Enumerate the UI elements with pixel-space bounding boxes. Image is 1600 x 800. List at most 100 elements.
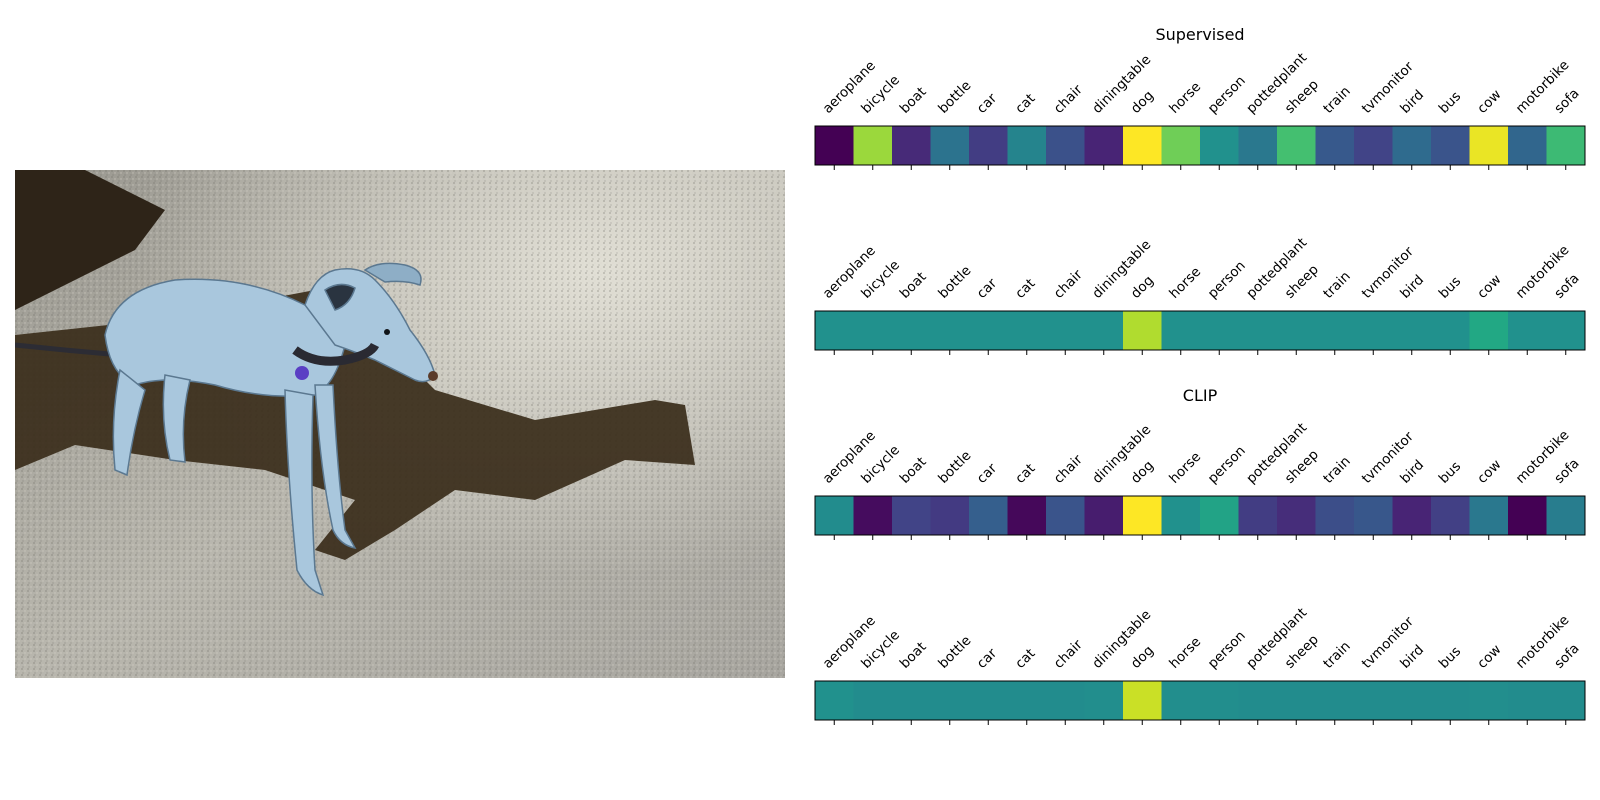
x-tick-label: sofa [1551, 270, 1582, 301]
heatmap-cell-bus [1431, 496, 1470, 535]
heatmap-cell-cow [1469, 496, 1509, 535]
heatmap-cell-person [1200, 496, 1239, 535]
heatmap-cell-train [1315, 311, 1355, 350]
heatmap-cell-sheep [1277, 126, 1316, 165]
heatmap-cell-train [1315, 126, 1355, 165]
heatmap-cell-person [1200, 681, 1239, 720]
heatmap-cell-bottle [930, 496, 970, 535]
heatmap-cell-bus [1431, 681, 1470, 720]
x-tick-label: dog [1128, 458, 1157, 487]
heatmap-cell-pottedplant [1238, 681, 1278, 720]
x-tick-label: bus [1436, 273, 1464, 301]
heatmap-cell-diningtable [1084, 496, 1124, 535]
x-tick-label: cat [1012, 276, 1038, 302]
heatmap-cell-bicycle [853, 126, 893, 165]
x-tick-label: bus [1436, 88, 1464, 116]
heatmap-cell-boat [892, 126, 931, 165]
x-tick-label: cat [1012, 91, 1038, 117]
heatmap-cell-sofa [1546, 126, 1586, 165]
heatmap-cell-pottedplant [1238, 311, 1278, 350]
heatmap-cell-car [969, 126, 1008, 165]
x-tick-label: person [1205, 443, 1249, 487]
x-tick-label: horse [1166, 79, 1204, 117]
dog-photo [15, 170, 785, 678]
heatmap-frame [814, 680, 1586, 721]
heatmap-cell-bird [1392, 681, 1432, 720]
heatmap-cell-train [1315, 496, 1355, 535]
heatmap-cell-car [969, 496, 1008, 535]
heatmap-cell-motorbike [1508, 681, 1547, 720]
heatmap-cell-sheep [1277, 311, 1316, 350]
heatmap-cell-motorbike [1508, 311, 1547, 350]
heatmap-cell-boat [892, 496, 931, 535]
x-tick-label: train [1320, 268, 1354, 302]
x-tick-label: car [974, 645, 1001, 672]
heatmap-cell-car [969, 681, 1008, 720]
heatmap-cell-sofa [1546, 311, 1586, 350]
x-tick-label: cow [1474, 272, 1504, 302]
x-tick-label: boat [897, 84, 930, 117]
heatmap-cell-cow [1469, 126, 1509, 165]
heatmap-cell-tvmonitor [1354, 126, 1393, 165]
heatmap-cell-chair [1046, 496, 1085, 535]
heatmap-cell-tvmonitor [1354, 496, 1393, 535]
x-tick-label: train [1320, 453, 1354, 487]
heatmap-cell-bottle [930, 681, 970, 720]
x-tick-label: boat [897, 454, 930, 487]
x-tick-label: boat [897, 269, 930, 302]
heatmap-cell-sheep [1277, 496, 1316, 535]
heatmap-cell-cat [1007, 496, 1047, 535]
heatmap-cell-pottedplant [1238, 126, 1278, 165]
x-tick-label: bottle [935, 78, 974, 117]
x-tick-label: train [1320, 83, 1354, 117]
heatmap-cell-dog [1123, 681, 1162, 720]
heatmap-cell-car [969, 311, 1008, 350]
heatmap-cell-bicycle [853, 496, 893, 535]
x-tick-label: cow [1474, 642, 1504, 672]
heatmap-cell-tvmonitor [1354, 681, 1393, 720]
supervised-panel-title: Supervised [1155, 25, 1245, 44]
heatmap-cell-cat [1007, 311, 1047, 350]
x-tick-label: train [1320, 638, 1354, 672]
x-tick-label: bottle [935, 633, 974, 672]
heatmap-cell-bird [1392, 126, 1432, 165]
heatmap-cell-bicycle [853, 681, 893, 720]
heatmap-frame [814, 310, 1586, 351]
heatmap-cell-horse [1161, 126, 1201, 165]
x-tick-label: chair [1051, 451, 1086, 486]
greyhound-dog-photo-illustration [15, 170, 785, 678]
heatmap-cell-cat [1007, 681, 1047, 720]
x-tick-label: bird [1397, 87, 1427, 117]
x-tick-label: horse [1166, 264, 1204, 302]
heatmap-cell-aeroplane [815, 496, 854, 535]
heatmap-cell-bottle [930, 126, 970, 165]
heatmap-cell-motorbike [1508, 126, 1547, 165]
x-tick-label: horse [1166, 634, 1204, 672]
x-tick-label: cow [1474, 457, 1504, 487]
heatmap-cell-horse [1161, 311, 1201, 350]
x-tick-label: person [1205, 258, 1249, 302]
x-tick-label: car [974, 460, 1001, 487]
x-tick-label: car [974, 275, 1001, 302]
heatmap-cell-person [1200, 126, 1239, 165]
heatmap-cell-diningtable [1084, 311, 1124, 350]
x-tick-label: boat [897, 639, 930, 672]
x-tick-label: horse [1166, 449, 1204, 487]
heatmap-cell-boat [892, 681, 931, 720]
x-tick-label: chair [1051, 266, 1086, 301]
heatmap-cell-cow [1469, 311, 1509, 350]
heatmap-cell-person [1200, 311, 1239, 350]
heatmap-cell-bottle [930, 311, 970, 350]
heatmap-cell-diningtable [1084, 681, 1124, 720]
x-tick-label: sofa [1551, 640, 1582, 671]
x-tick-label: cat [1012, 461, 1038, 487]
heatmap-cell-aeroplane [815, 126, 854, 165]
heatmap-cell-sofa [1546, 496, 1586, 535]
x-tick-label: bottle [935, 263, 974, 302]
x-tick-label: dog [1128, 88, 1157, 117]
heatmap-cell-aeroplane [815, 681, 854, 720]
